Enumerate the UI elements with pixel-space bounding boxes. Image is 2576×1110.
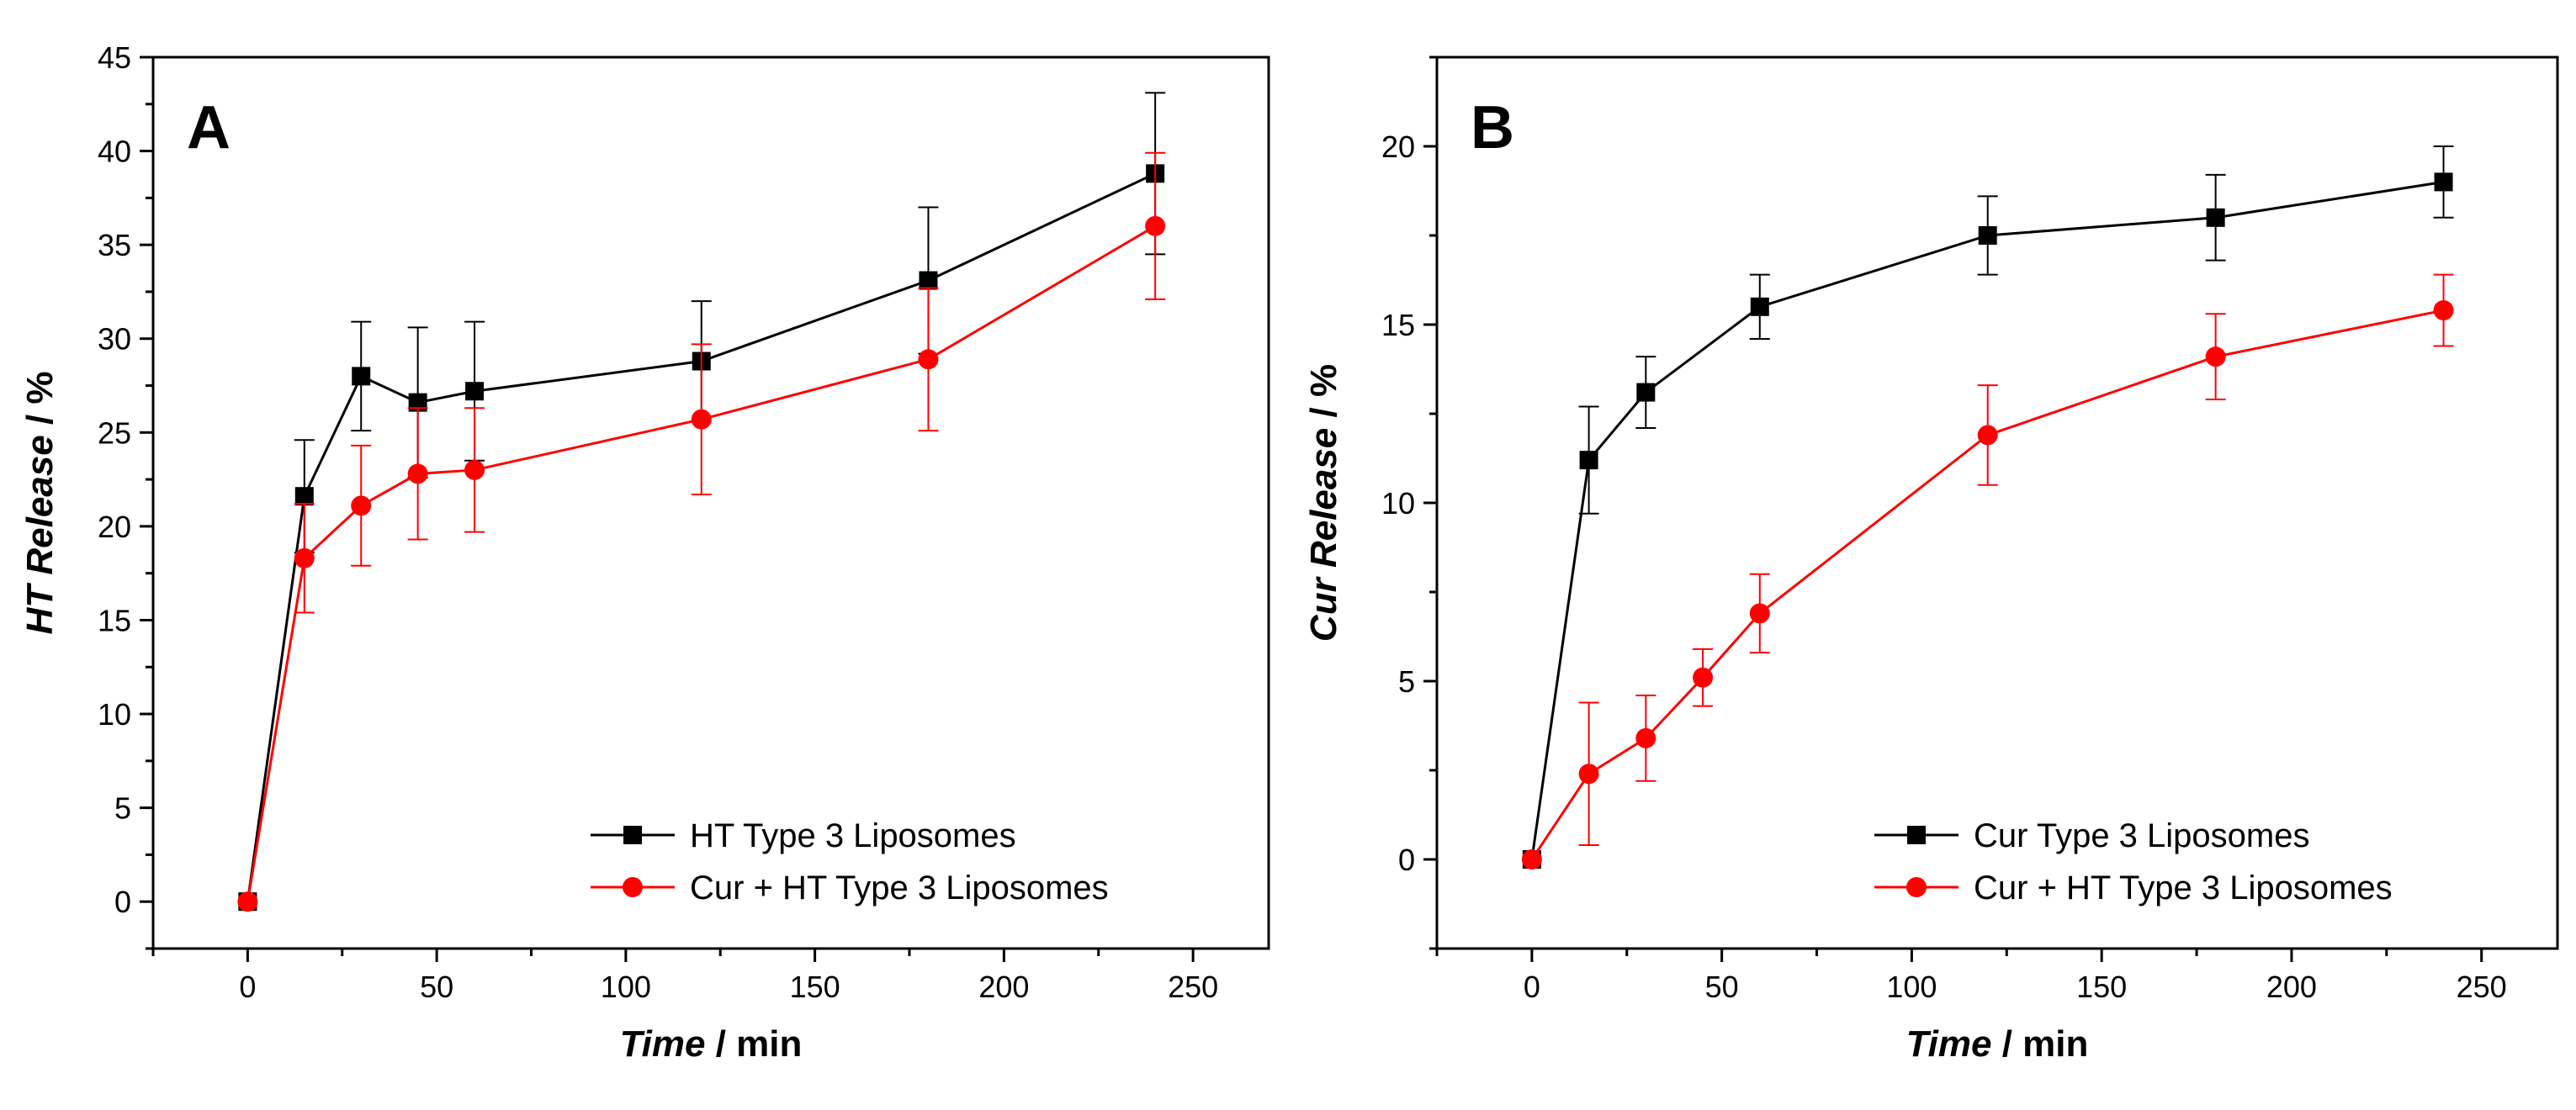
x-tick-label: 100	[1886, 970, 1937, 1004]
y-tick-label: 45	[98, 40, 131, 75]
x-axis-title: Time / min	[1906, 1023, 2089, 1065]
legend-marker	[623, 877, 643, 897]
series-1	[1522, 145, 2454, 869]
data-point	[407, 463, 428, 484]
x-axis-title-italic: Time	[1906, 1023, 1992, 1065]
data-point	[918, 349, 939, 370]
data-point	[2205, 346, 2226, 367]
series-line	[1530, 309, 2444, 860]
x-axis-title-unit: / min	[1992, 1023, 2089, 1065]
legend-marker	[1906, 877, 1927, 897]
data-point	[2433, 300, 2454, 321]
data-point	[408, 393, 427, 412]
x-tick-label: 150	[2076, 970, 2127, 1004]
x-tick-label: 200	[978, 970, 1029, 1004]
data-point	[237, 891, 258, 912]
plot-frame	[151, 56, 1270, 950]
data-point	[352, 367, 371, 386]
panel-letter: B	[1471, 94, 1514, 161]
y-axis-title: Cur Release / %	[1303, 364, 1344, 642]
data-point	[691, 409, 712, 430]
panel-letter: A	[187, 94, 231, 161]
x-tick-label: 50	[1705, 970, 1739, 1004]
x-tick-label: 250	[2457, 970, 2507, 1004]
y-axis-title: HT Release / %	[19, 371, 61, 634]
data-point	[1750, 297, 1769, 316]
y-tick-label: 10	[98, 697, 131, 732]
y-tick-label: 15	[98, 603, 131, 637]
data-point	[1693, 667, 1714, 688]
series-line	[246, 225, 1156, 902]
legend-label: Cur Type 3 Liposomes	[1974, 817, 2309, 854]
legend: HT Type 3 Liposomes Cur + HT Type 3 Lipos…	[591, 817, 1109, 906]
x-axis-title-unit: / min	[706, 1023, 803, 1065]
y-tick-label: 0	[1398, 843, 1415, 877]
x-tick-label: 100	[601, 970, 651, 1004]
series-2	[1521, 273, 2454, 870]
data-point	[1749, 603, 1770, 624]
data-point	[464, 459, 485, 480]
y-tick-label: 20	[1381, 130, 1415, 164]
x-axis-title: Time / min	[620, 1023, 803, 1065]
data-point	[1521, 849, 1542, 870]
chart-panel-a: 0 50 100 150 200 250 0 5 10 15 20 25 30 35 40 45 A Time /…	[19, 40, 1270, 1065]
data-point	[1978, 226, 1997, 245]
x-tick-label: 250	[1168, 970, 1218, 1004]
legend-label: HT Type 3 Liposomes	[690, 817, 1016, 854]
series-line	[246, 172, 1156, 902]
legend-label: Cur + HT Type 3 Liposomes	[1974, 870, 2393, 906]
y-tick-label: 15	[1381, 308, 1415, 342]
y-tick-label: 10	[1381, 486, 1415, 521]
legend-label: Cur + HT Type 3 Liposomes	[690, 870, 1109, 906]
data-point	[1636, 383, 1656, 402]
y-axis-title-unit: / %	[19, 371, 61, 435]
data-point	[1635, 727, 1656, 748]
legend-marker	[1907, 826, 1926, 844]
legend: Cur Type 3 Liposomes Cur + HT Type 3 Lipo…	[1874, 817, 2393, 906]
y-tick-label: 35	[98, 228, 131, 262]
x-tick-label: 200	[2266, 970, 2317, 1004]
series-2	[237, 151, 1166, 912]
data-point	[1578, 764, 1599, 785]
data-point	[1145, 215, 1166, 236]
y-tick-label: 5	[1398, 664, 1415, 699]
y-axis-title-italic: HT Release	[19, 435, 61, 634]
y-tick-label: 0	[114, 885, 131, 919]
data-point	[919, 271, 938, 290]
legend-marker	[623, 826, 642, 844]
data-point	[351, 495, 372, 516]
data-point	[465, 382, 485, 401]
y-tick-label: 30	[98, 322, 131, 357]
x-tick-label: 0	[1524, 970, 1540, 1004]
x-tick-label: 0	[239, 970, 256, 1004]
y-axis-title-unit: / %	[1303, 364, 1344, 428]
y-tick-label: 25	[98, 415, 131, 450]
series-1	[238, 92, 1166, 912]
data-point	[1977, 425, 1998, 446]
x-tick-label: 150	[790, 970, 840, 1004]
data-point	[2434, 172, 2453, 192]
x-axis-title-italic: Time	[620, 1023, 706, 1065]
y-axis-title-italic: Cur Release	[1303, 428, 1344, 642]
series-line	[1530, 180, 2444, 860]
data-point	[2206, 208, 2225, 227]
chart-panel-b: 0 50 100 150 200 250 0 5 10 15 20 B Time / min Cur Re…	[1303, 56, 2559, 1065]
y-tick-label: 20	[98, 510, 131, 544]
y-tick-label: 5	[114, 791, 131, 826]
data-point	[294, 487, 314, 506]
x-tick-label: 50	[420, 970, 453, 1004]
y-tick-label: 40	[98, 135, 131, 169]
data-point	[1579, 451, 1598, 470]
data-point	[294, 547, 315, 568]
